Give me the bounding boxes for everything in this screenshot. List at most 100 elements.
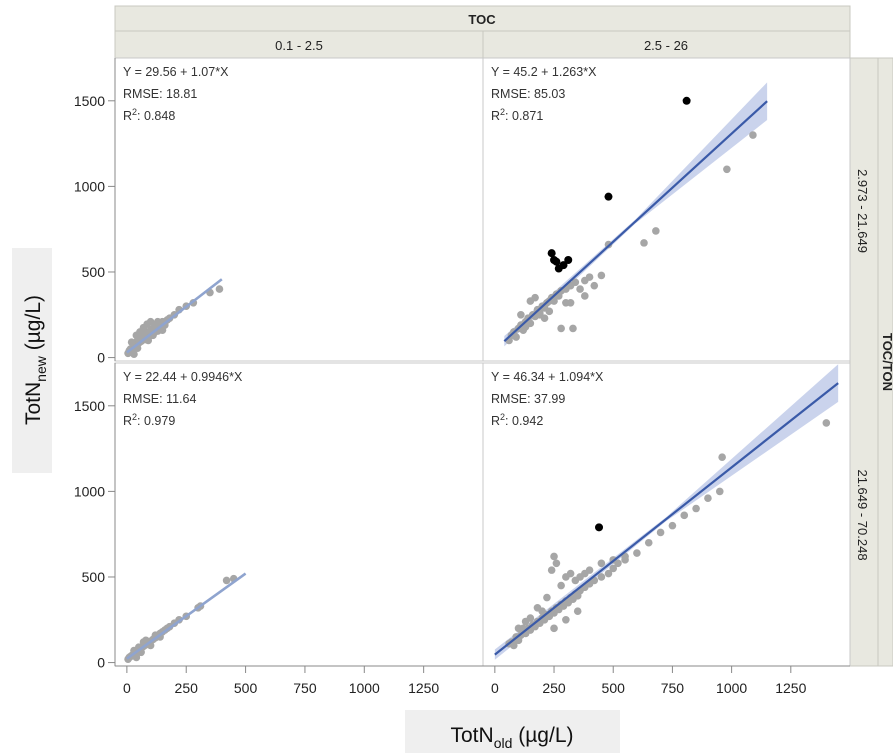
fit-line [503,100,768,343]
x-label-sub: old [494,735,513,751]
fit-rmse: RMSE: 85.03 [491,87,565,101]
row-level-1: 2.973 - 21.649 [855,169,870,253]
fit-line [126,572,247,660]
x-tick-label: 1250 [775,680,806,696]
y-label-unit: (µg/L) [22,295,45,356]
col-header-2 [482,30,851,59]
y-tick-label: 0 [97,350,105,366]
data-point [509,641,518,650]
data-point [640,239,648,247]
data-point [517,310,525,319]
panel-3: Y = 22.44 + 0.9946*X RMSE: 11.64 R2: 0.979 [114,362,484,667]
y-tick-label: 1000 [74,483,105,499]
y-tick-label: 1500 [74,398,105,414]
data-point [597,271,606,280]
data-point [550,552,558,561]
x-tick-label: 0 [491,680,499,696]
excluded-point [547,249,556,258]
fit-line [494,382,839,656]
fit-rmse: RMSE: 18.81 [123,87,197,101]
row-group-title: TOC/TON [880,333,893,391]
excluded-point [550,256,559,264]
col-group-header [114,5,851,32]
y-axis: 0 500 1000 1500 0 500 1000 1500 [74,58,116,671]
x-tick-label: 0 [123,680,131,696]
excluded-point [682,96,691,105]
data-point [222,576,231,585]
data-point [550,624,558,633]
y-tick-label: 0 [97,655,105,671]
x-tick-label: 1000 [349,680,380,696]
excluded-point [559,261,568,270]
x-tick-label: 500 [234,680,258,696]
data-point [514,624,523,633]
x-tick-label: 500 [602,680,626,696]
y-tick-label: 500 [82,569,106,585]
x-label-unit: (µg/L) [512,724,573,747]
fit-equation: Y = 46.34 + 1.094*X [491,370,604,384]
data-point [604,569,613,578]
x-label-bg [405,710,620,753]
data-point [585,566,594,574]
data-point [543,593,551,602]
data-point [146,317,155,326]
y-tick-label: 500 [82,264,106,280]
data-point [652,227,660,235]
data-point [562,615,570,624]
data-point [718,453,726,461]
data-point [822,419,831,427]
data-point [521,617,530,626]
fit-line [126,278,223,354]
fit-equation: Y = 22.44 + 0.9946*X [123,370,243,384]
data-point [597,559,606,568]
data-point [585,273,594,281]
x-label-main: TotN [451,724,494,747]
data-point [571,278,580,287]
data-point [668,521,677,530]
data-point [590,281,599,290]
data-point [130,350,138,358]
x-axis: 0 250 500 750 1000 1250 0 250 500 750 1000 1250 [115,665,850,696]
data-point [723,165,731,174]
data-point [597,573,606,581]
data-point [562,298,570,307]
col-header-1 [114,30,484,59]
fit-r2: R2: 0.871 [491,107,543,123]
excluded-point [564,256,573,264]
x-tick-label: 250 [175,680,199,696]
y-axis-label: TotNnew (µg/L) [22,295,49,425]
y-label-bg [12,248,52,473]
x-tick-label: 1250 [408,680,439,696]
data-point [132,653,141,662]
excluded-point [595,523,604,532]
col-level-2: 2.5 - 26 [644,38,688,53]
data-point [127,338,136,346]
data-point [633,549,641,557]
row-level-strip [849,57,879,667]
data-point [569,324,577,333]
fit-equation: Y = 45.2 + 1.263*X [491,65,597,79]
panel-frame [114,362,484,667]
x-tick-label: 250 [542,680,566,696]
data-point [749,131,757,139]
data-point [533,603,542,612]
data-point [545,307,554,316]
data-point [547,566,556,574]
data-point [573,607,582,616]
row-level-2: 21.649 - 70.248 [855,469,870,560]
data-point [644,538,653,547]
data-point [566,569,575,578]
y-label-sub: new [33,355,49,382]
col-level-1: 0.1 - 2.5 [275,38,323,53]
row-group-strip [877,57,893,667]
y-tick-label: 1000 [74,178,105,194]
x-tick-label: 750 [293,680,317,696]
y-tick-label: 1500 [74,93,105,109]
data-point [656,528,665,537]
y-label-main: TotN [22,382,45,425]
fit-rmse: RMSE: 37.99 [491,392,565,406]
data-point [704,494,712,503]
x-tick-label: 750 [661,680,685,696]
